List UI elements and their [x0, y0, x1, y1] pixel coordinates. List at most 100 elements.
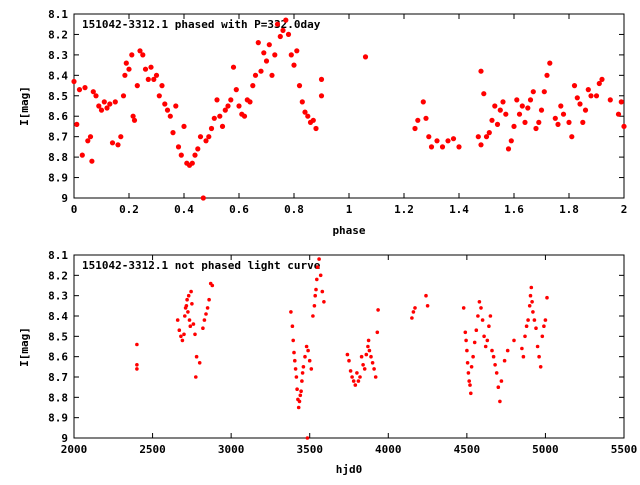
data-point [230, 64, 237, 70]
y-tick-label: 8.1 [48, 8, 68, 21]
x-tick-label: 1.4 [449, 203, 469, 216]
data-point [194, 375, 198, 379]
data-point [197, 134, 204, 140]
data-point [135, 363, 139, 367]
data-point [516, 111, 523, 117]
data-point [277, 33, 283, 40]
data-point [372, 367, 376, 371]
data-point [74, 121, 80, 127]
data-point [577, 101, 583, 107]
data-point [301, 365, 306, 369]
data-point [364, 352, 369, 357]
data-point [159, 83, 165, 89]
data-point [175, 144, 182, 150]
data-point [524, 324, 529, 329]
data-point [588, 93, 594, 99]
data-point [131, 117, 138, 123]
data-point [474, 328, 479, 333]
data-point [170, 130, 176, 136]
data-point [302, 109, 308, 115]
data-point [466, 371, 471, 375]
data-point [526, 318, 530, 322]
data-point [320, 289, 325, 294]
data-point [358, 375, 362, 379]
data-point [445, 138, 451, 144]
data-point [475, 134, 481, 140]
data-point [542, 324, 546, 329]
data-point [367, 348, 372, 353]
data-point [508, 138, 514, 144]
data-point [142, 66, 149, 72]
data-point [356, 379, 361, 383]
data-point [483, 344, 488, 349]
data-point [184, 304, 189, 308]
data-point [375, 330, 380, 335]
data-point [162, 101, 168, 107]
x-tick-label: 4500 [454, 443, 481, 456]
data-point [523, 334, 527, 339]
data-point [225, 103, 231, 109]
data-point [137, 48, 143, 54]
data-point [252, 72, 259, 78]
data-point [217, 113, 223, 119]
data-point [219, 123, 226, 129]
data-point [593, 93, 600, 99]
data-point [191, 322, 196, 326]
data-point [527, 97, 534, 103]
y-tick-label: 8.9 [48, 412, 68, 425]
y-tick-label: 8.8 [48, 151, 68, 164]
data-point [530, 89, 536, 95]
data-point [369, 354, 373, 359]
data-point [153, 72, 160, 78]
data-point [361, 363, 365, 367]
x-tick-label: 3500 [296, 443, 323, 456]
data-point [480, 318, 485, 322]
y-tick-label: 8.9 [48, 172, 68, 185]
data-point [129, 52, 135, 58]
y-tick-label: 8.5 [48, 90, 68, 103]
data-point [527, 304, 532, 308]
plot-frame [73, 13, 625, 199]
data-point [228, 97, 234, 103]
data-point [296, 405, 301, 410]
y-tick-label: 8.7 [48, 371, 68, 384]
data-point [189, 289, 193, 294]
data-point [530, 300, 534, 304]
data-point [469, 391, 473, 396]
data-point [314, 287, 318, 292]
data-point [370, 361, 375, 365]
data-point [489, 117, 495, 123]
data-point [376, 308, 380, 312]
x-tick-label: 0.2 [119, 203, 139, 216]
data-point [511, 123, 517, 129]
data-point [109, 140, 116, 146]
data-point [621, 123, 627, 129]
data-point [299, 389, 303, 394]
y-axis-label: I[mag] [18, 86, 31, 126]
data-point [194, 354, 199, 359]
data-point [351, 379, 356, 383]
data-point [247, 99, 253, 105]
data-point [560, 111, 567, 117]
data-point [317, 257, 321, 261]
y-tick-label: 8.1 [48, 249, 68, 262]
data-point [211, 115, 217, 121]
data-point [233, 87, 239, 93]
data-point [206, 134, 212, 140]
data-point [479, 306, 483, 310]
data-point [428, 144, 435, 150]
data-point [467, 379, 472, 383]
data-point [189, 160, 195, 166]
data-point [486, 130, 492, 136]
data-point [569, 134, 575, 140]
data-point [547, 60, 553, 66]
data-point [134, 83, 140, 89]
data-point [269, 72, 275, 78]
data-point [487, 324, 491, 329]
data-point [258, 68, 264, 74]
data-point [471, 354, 475, 359]
data-point [505, 348, 510, 353]
data-point [411, 310, 416, 314]
data-point [182, 332, 186, 337]
data-point [303, 354, 307, 359]
